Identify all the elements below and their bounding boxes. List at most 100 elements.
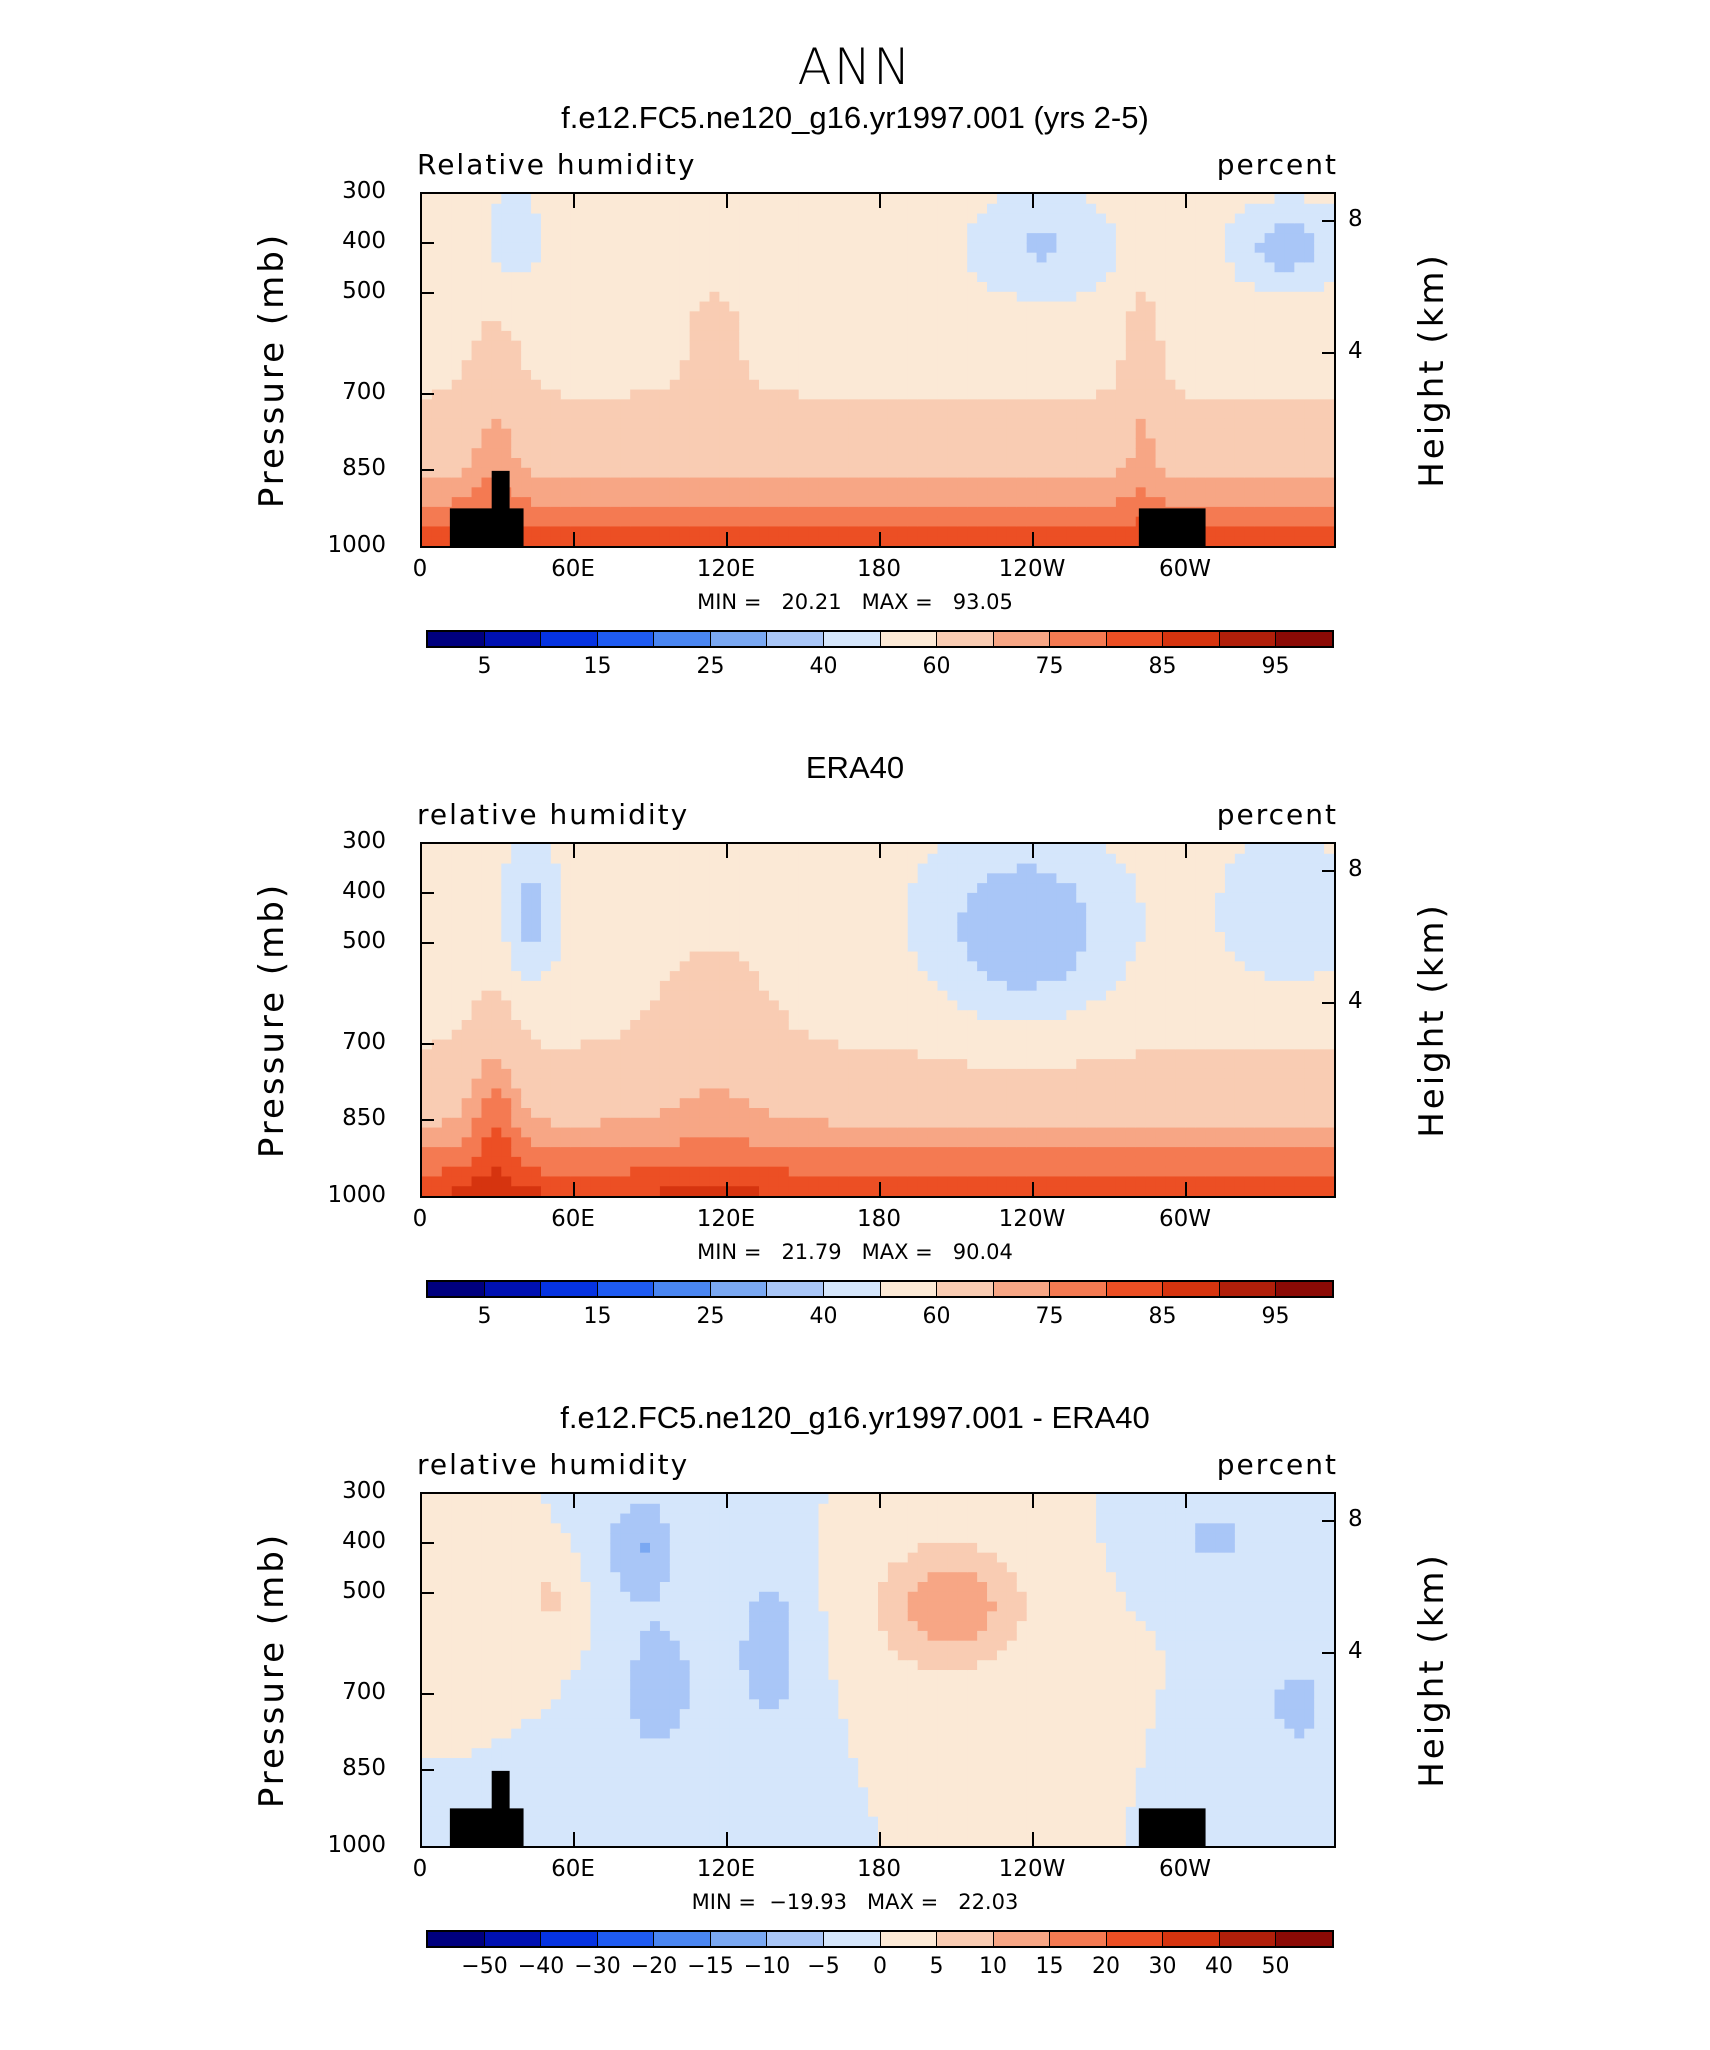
colorbar-swatch [1163, 632, 1220, 646]
longitude-tick-label: 0 [412, 556, 428, 582]
units-label: percent [1216, 798, 1338, 831]
longitude-tick-label: 60W [1158, 1206, 1211, 1232]
colorbar-label: 0 [873, 1954, 887, 1979]
colorbar-label: 60 [922, 1304, 951, 1329]
colorbar-label: −50 [461, 1954, 508, 1979]
longitude-tick-top [573, 192, 575, 208]
contour-plot [420, 192, 1336, 548]
height-tick-mark [1322, 220, 1336, 222]
height-tick-label: 4 [1348, 1638, 1363, 1664]
pressure-tick-label: 700 [342, 1029, 386, 1055]
pressure-tick-label: 400 [342, 1528, 386, 1554]
longitude-tick-top [573, 842, 575, 858]
pressure-tick-mark [420, 469, 434, 471]
colorbar-label: 20 [1092, 1954, 1120, 1979]
colorbar-swatch [767, 1282, 824, 1296]
panel-era40: ERA40 relative humidity percent 300 400 500 70… [0, 750, 1710, 1400]
longitude-tick-top [879, 1492, 881, 1508]
longitude-tick-top [1032, 842, 1034, 858]
longitude-tick-label: 120E [696, 556, 756, 582]
colorbar-label: 15 [583, 1304, 612, 1329]
longitude-tick-bottom [573, 1182, 575, 1198]
colorbar-swatch [484, 1282, 542, 1296]
pressure-tick-label: 700 [342, 1679, 386, 1705]
pressure-tick-mark [420, 242, 434, 244]
longitude-tick-label: 120W [998, 556, 1066, 582]
pressure-tick-mark [420, 1693, 434, 1695]
longitude-tick-label: 60E [551, 1856, 595, 1882]
pressure-tick-label: 1000 [327, 1182, 386, 1208]
pressure-tick-label: 850 [342, 455, 386, 481]
variable-label: Relative humidity [417, 148, 697, 181]
colorbar-swatch [710, 1282, 768, 1296]
longitude-tick-bottom [420, 532, 422, 548]
colorbar-swatch [823, 1932, 881, 1946]
pressure-tick-mark [420, 1196, 434, 1198]
y-axis-title: Pressure (mb) [252, 231, 292, 509]
y2-axis-title: Height (km) [1412, 902, 1452, 1138]
longitude-tick-bottom [1185, 1182, 1187, 1198]
variable-label: relative humidity [417, 798, 690, 831]
colorbar-swatch [1276, 1932, 1332, 1946]
colorbar-label: 5 [929, 1954, 944, 1979]
pressure-tick-label: 400 [342, 878, 386, 904]
colorbar-label: 60 [922, 654, 951, 679]
longitude-tick-top [420, 192, 422, 208]
min-max-stats: MIN = 20.21 MAX = 93.05 [697, 590, 1013, 614]
pressure-tick-label: 850 [342, 1755, 386, 1781]
colorbar-swatch [1276, 632, 1332, 646]
colorbar-label: 95 [1261, 1304, 1290, 1329]
min-max-stats: MIN = 21.79 MAX = 90.04 [697, 1240, 1013, 1264]
colorbar-label: 30 [1148, 1954, 1177, 1979]
pressure-tick-label: 1000 [327, 1832, 386, 1858]
longitude-tick-label: 60E [551, 1206, 595, 1232]
pressure-tick-mark [420, 842, 434, 844]
longitude-tick-top [573, 1492, 575, 1508]
pressure-tick-mark [420, 546, 434, 548]
colorbar-swatch [767, 1932, 824, 1946]
colorbar-label: 5 [477, 654, 492, 679]
height-tick-mark [1322, 352, 1336, 354]
pressure-tick-label: 700 [342, 379, 386, 405]
longitude-tick-top [1185, 192, 1187, 208]
colorbar-label: 25 [696, 654, 725, 679]
topography [1138, 1808, 1206, 1846]
longitude-tick-top [1185, 1492, 1187, 1508]
longitude-tick-label: 180 [857, 556, 901, 582]
colorbar-swatch [1106, 1282, 1164, 1296]
colorbar-swatch [597, 632, 655, 646]
colorbar-swatch [823, 632, 881, 646]
y-axis-title: Pressure (mb) [252, 881, 292, 1159]
colorbar-swatch [484, 632, 542, 646]
longitude-tick-label: 60W [1158, 1856, 1211, 1882]
pressure-tick-mark [420, 942, 434, 944]
colorbar-label: 95 [1261, 654, 1290, 679]
longitude-tick-bottom [879, 1832, 881, 1848]
colorbar-swatch [710, 632, 768, 646]
contour-plot [420, 1492, 1336, 1848]
colorbar-swatch [541, 632, 598, 646]
height-tick-mark [1322, 1520, 1336, 1522]
colorbar-label: −30 [574, 1954, 621, 1979]
panel-difference: f.e12.FC5.ne120_g16.yr1997.001 - ERA40 re… [0, 1400, 1710, 2050]
colorbar-label: 85 [1148, 1304, 1177, 1329]
colorbar-swatch [1163, 1932, 1220, 1946]
topography [449, 470, 524, 546]
colorbar-swatch [993, 1932, 1051, 1946]
longitude-tick-bottom [1185, 1832, 1187, 1848]
longitude-tick-top [879, 192, 881, 208]
longitude-tick-top [420, 842, 422, 858]
colorbar-swatch [428, 632, 485, 646]
longitude-tick-label: 0 [412, 1206, 428, 1232]
main-title: ANN [797, 38, 913, 96]
colorbar-swatch [937, 1282, 994, 1296]
pressure-tick-label: 500 [342, 278, 386, 304]
colorbar-label: 25 [696, 1304, 725, 1329]
colorbar [426, 1930, 1334, 1948]
colorbar-label: 85 [1148, 654, 1177, 679]
colorbar-swatch [597, 1282, 655, 1296]
longitude-tick-bottom [1032, 1832, 1034, 1848]
pressure-tick-label: 300 [342, 828, 386, 854]
longitude-tick-label: 180 [857, 1206, 901, 1232]
colorbar-label: 10 [979, 1954, 1007, 1979]
